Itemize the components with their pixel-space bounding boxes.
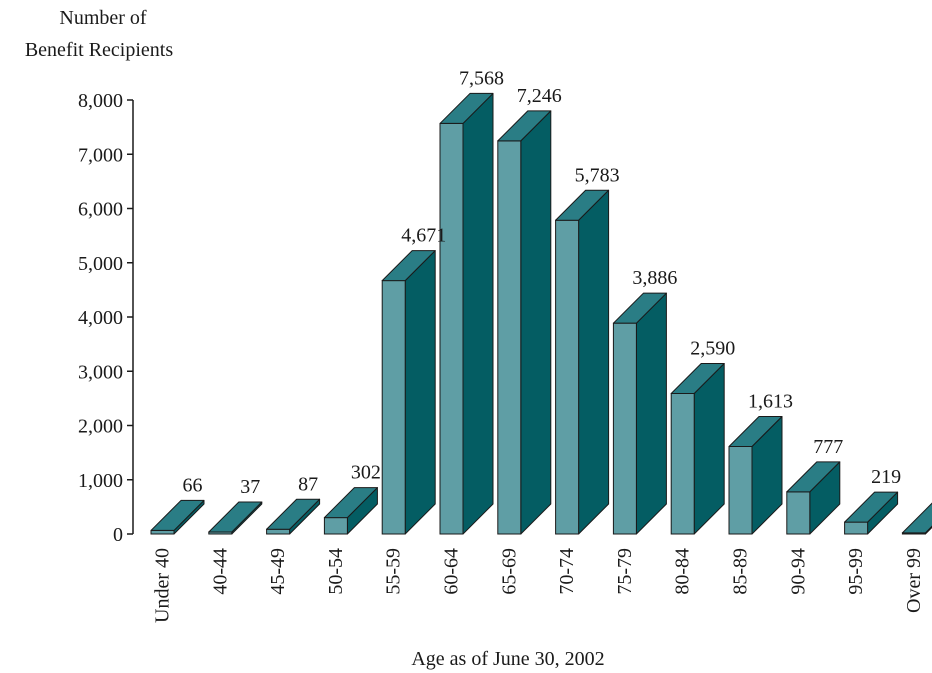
category-label: 50-54	[325, 548, 347, 595]
data-label: 7,246	[517, 85, 562, 107]
data-label: 3,886	[632, 267, 677, 289]
data-label: 302	[351, 462, 381, 484]
bar-top	[381, 250, 436, 282]
bar	[497, 110, 552, 535]
bar	[439, 92, 494, 535]
y-tick-label: 8,000	[78, 90, 123, 112]
bar-top	[439, 92, 494, 124]
bar-side	[404, 250, 436, 535]
bar-front	[266, 528, 291, 535]
bar-front	[323, 517, 348, 535]
bar	[901, 502, 932, 535]
bar-top	[150, 499, 205, 531]
category-label: Under 40	[152, 548, 174, 623]
bar-top	[612, 292, 667, 324]
category-label: 40-44	[209, 548, 231, 595]
bar-front	[150, 529, 175, 535]
category-label: 45-49	[267, 548, 289, 595]
bar	[150, 499, 205, 535]
category-label: 55-59	[383, 548, 405, 595]
data-label: 37	[240, 476, 260, 498]
y-tick-label: 3,000	[78, 361, 123, 383]
bar	[612, 292, 667, 535]
bar	[208, 501, 263, 535]
y-tick-label: 2,000	[78, 416, 123, 438]
bar-front	[844, 521, 869, 535]
data-label: 87	[298, 473, 318, 495]
y-tick-label: 5,000	[78, 253, 123, 275]
data-label: 5,783	[575, 164, 620, 186]
bar-top	[266, 498, 321, 530]
category-label: 95-99	[845, 548, 867, 595]
bar-top	[786, 461, 841, 493]
data-label: 2,590	[690, 337, 735, 359]
bar-front	[670, 392, 695, 535]
bar-top	[497, 110, 552, 142]
bar-side	[520, 110, 552, 535]
bar-top	[323, 487, 378, 519]
bar	[670, 362, 725, 535]
y-axis-title-line-1: Number of	[59, 7, 147, 29]
bar-front	[728, 445, 753, 535]
x-axis-title: Age as of June 30, 2002	[411, 648, 604, 670]
bar	[728, 415, 783, 535]
data-label: 777	[813, 436, 843, 458]
y-tick-label: 4,000	[78, 307, 123, 329]
bars	[150, 92, 932, 535]
y-tick-label: 1,000	[78, 470, 123, 492]
bar	[266, 498, 321, 535]
bar-front	[439, 122, 464, 535]
data-label: 1,613	[748, 390, 793, 412]
category-label: 70-74	[556, 548, 578, 595]
category-label: 90-94	[787, 548, 809, 595]
bar-front	[786, 491, 811, 535]
data-label: 4,671	[401, 225, 446, 247]
bar	[844, 491, 899, 535]
category-label: 75-79	[614, 548, 636, 595]
bar	[786, 461, 841, 535]
bar-top	[844, 491, 899, 523]
bar	[555, 189, 610, 535]
category-label: 85-89	[730, 548, 752, 595]
bar-top	[555, 189, 610, 221]
bar-side	[635, 292, 667, 535]
category-label: 60-64	[441, 548, 463, 595]
bar	[381, 250, 436, 535]
y-axis: 0 1,000 2,000 3,000 4,000 5,000 6,000 7,000 8,00…	[78, 90, 134, 546]
bar-front	[555, 219, 580, 535]
y-tick-label: 0	[113, 524, 123, 546]
y-axis-title-line-2: Benefit Recipients	[25, 39, 174, 61]
y-tick-label: 7,000	[78, 144, 123, 166]
bar	[323, 487, 378, 535]
bar-top	[728, 415, 783, 447]
bar-front	[612, 322, 637, 535]
data-label: 66	[183, 474, 203, 496]
category-labels: Under 40 40-44 45-49 50-54 55-59 60-64 65-69 70…	[152, 548, 925, 623]
bar-front	[497, 140, 522, 535]
data-label: 219	[871, 466, 901, 488]
y-tick-label: 6,000	[78, 199, 123, 221]
data-label: 7,568	[459, 67, 504, 89]
bar-front	[381, 280, 406, 535]
bar-top	[901, 502, 932, 534]
bar-top	[670, 362, 725, 394]
bar-side	[462, 92, 494, 535]
bar-side	[578, 189, 610, 535]
category-label: 80-84	[672, 548, 694, 595]
bar-top	[208, 501, 263, 533]
category-label: Over 99	[903, 548, 925, 613]
category-label: 65-69	[498, 548, 520, 595]
data-labels: 66 37 87 302 4,671 7,568 7,246 5,783 3,886 2,590 1…	[183, 67, 902, 498]
